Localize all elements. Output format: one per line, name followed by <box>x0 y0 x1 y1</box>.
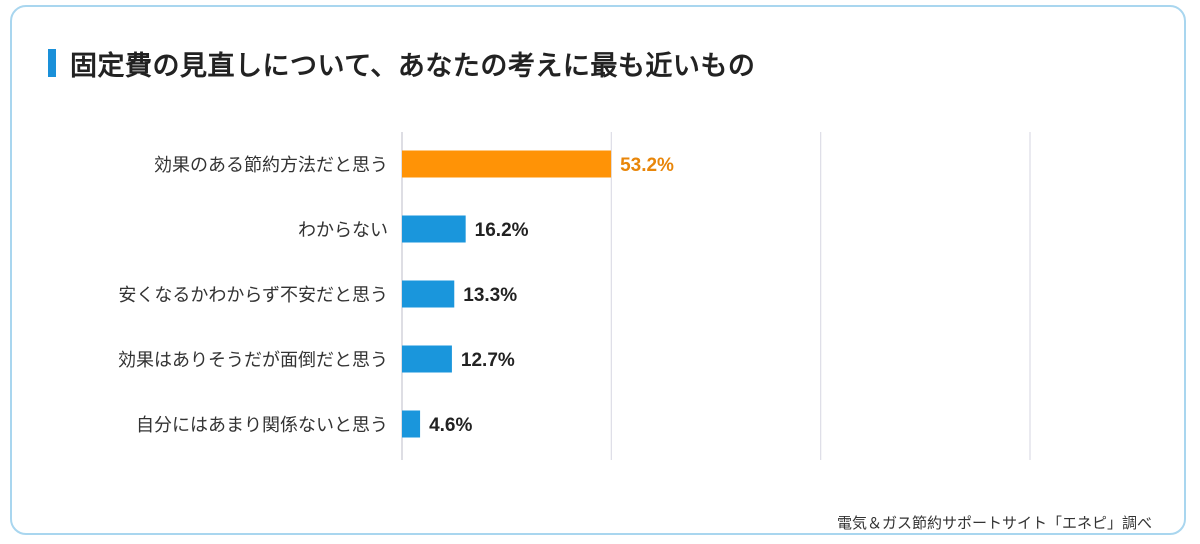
category-label: 安くなるかわからず不安だと思う <box>118 285 388 306</box>
bar <box>402 215 466 243</box>
category-label: 自分にはあまり関係ないと思う <box>136 415 388 436</box>
category-label: 効果はありそうだが面倒だと思う <box>118 350 388 371</box>
bar <box>402 410 421 438</box>
data-label: 12.7% <box>461 350 515 371</box>
chart-title: 固定費の見直しについて、あなたの考えに最も近いもの <box>70 51 756 82</box>
chart-card <box>10 5 1186 535</box>
data-label: 16.2% <box>475 220 529 241</box>
source-credit: 電気＆ガス節約サポートサイト「エネピ」調べ <box>836 514 1152 532</box>
data-label: 53.2% <box>620 155 674 176</box>
category-label: 効果のある節約方法だと思う <box>154 155 388 176</box>
bar <box>402 150 612 178</box>
title-accent-bar <box>48 49 56 77</box>
bar <box>402 345 452 373</box>
category-label: わからない <box>298 220 388 241</box>
bar <box>402 280 455 308</box>
data-label: 13.3% <box>463 285 517 306</box>
data-label: 4.6% <box>429 415 472 436</box>
